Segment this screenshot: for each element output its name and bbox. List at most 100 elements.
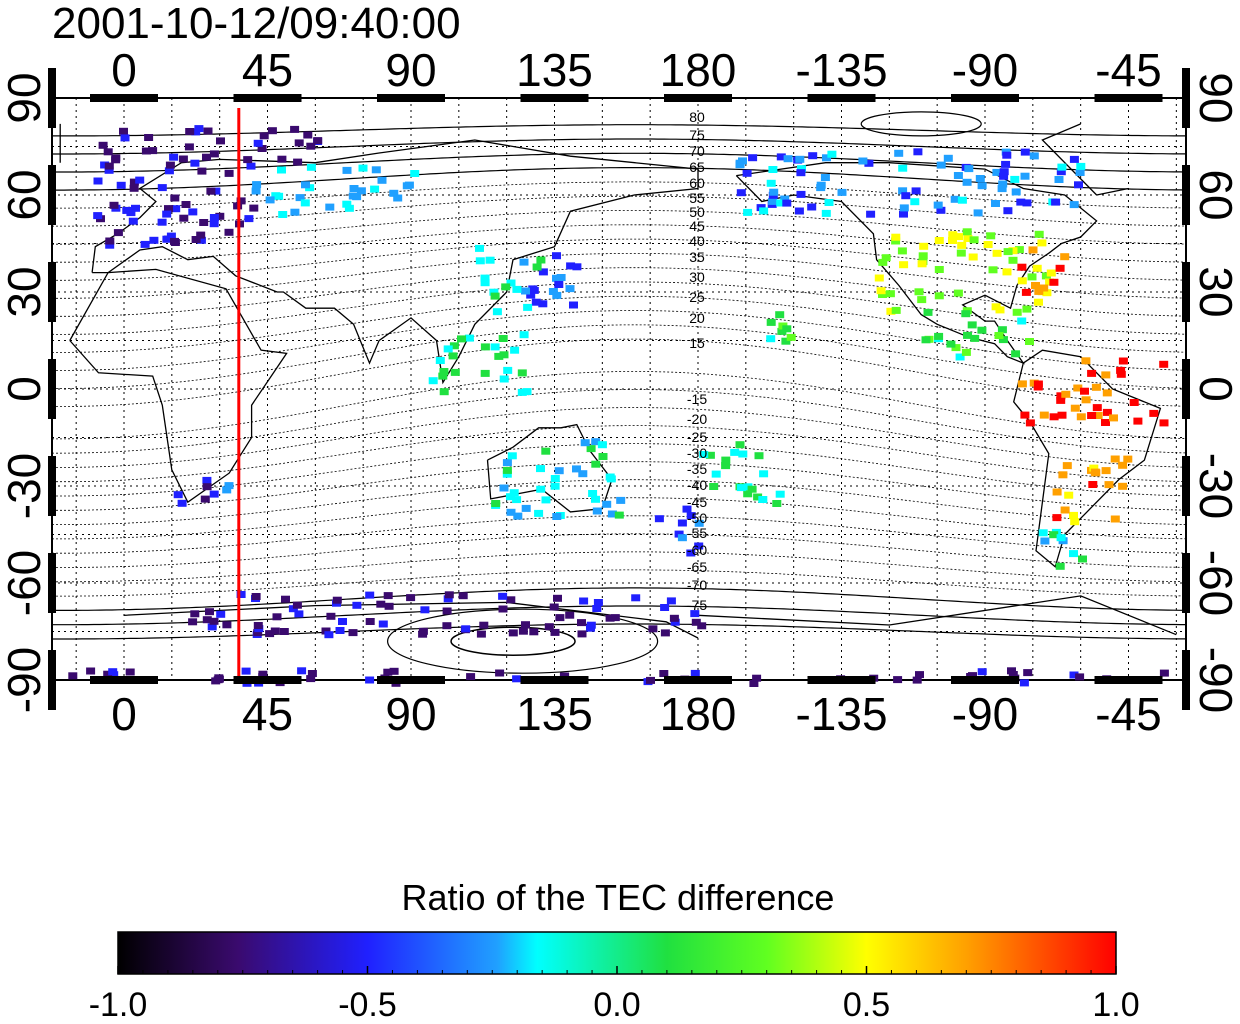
data-cell xyxy=(878,291,887,298)
data-cell xyxy=(736,484,746,492)
coastline xyxy=(735,162,1098,365)
data-cell xyxy=(631,594,641,602)
data-cell xyxy=(894,149,904,157)
data-cell xyxy=(236,591,246,598)
lat-tick-label-left: -30 xyxy=(0,453,50,519)
data-cell xyxy=(580,439,590,447)
data-cell xyxy=(699,451,709,458)
data-cell xyxy=(303,131,313,139)
axis-tick-bar xyxy=(48,650,56,710)
data-cell xyxy=(1109,414,1118,422)
data-cell xyxy=(910,198,920,206)
data-cell xyxy=(104,162,114,170)
lon-tick-label-bottom: -135 xyxy=(795,688,887,740)
data-cell xyxy=(999,168,1009,176)
data-cell xyxy=(682,505,692,513)
data-cell xyxy=(749,680,759,687)
data-cell xyxy=(202,153,211,161)
data-cell xyxy=(886,307,896,315)
data-cell xyxy=(1159,669,1169,677)
axis-tick-bar xyxy=(1094,676,1163,684)
data-cell xyxy=(135,176,145,184)
data-cell xyxy=(503,366,513,374)
data-cell xyxy=(578,470,588,478)
data-cell xyxy=(259,132,269,140)
data-cell xyxy=(969,236,979,244)
data-cell xyxy=(68,672,78,680)
data-cell xyxy=(301,181,310,189)
data-cell xyxy=(338,618,347,625)
data-cell xyxy=(216,610,226,618)
data-cell xyxy=(224,228,234,236)
data-cell xyxy=(389,667,399,675)
data-cell xyxy=(93,177,103,185)
data-cell xyxy=(1133,417,1143,425)
data-cell xyxy=(532,263,542,271)
data-cell xyxy=(498,335,508,342)
data-cell xyxy=(480,369,490,377)
data-cell xyxy=(1023,669,1033,677)
data-cell xyxy=(450,368,460,376)
data-cell xyxy=(103,670,113,678)
data-cell xyxy=(342,166,352,174)
data-cell xyxy=(529,628,539,636)
data-cell xyxy=(177,499,187,507)
data-cell xyxy=(1017,277,1027,285)
data-cell xyxy=(196,231,206,239)
lon-tick-label-top: -90 xyxy=(952,44,1018,96)
data-cell xyxy=(257,145,267,152)
data-cell xyxy=(777,327,787,335)
data-cell xyxy=(721,456,731,464)
data-cell xyxy=(251,593,261,600)
data-cell xyxy=(898,187,908,195)
data-cell xyxy=(598,453,608,460)
contour-label: -70 xyxy=(687,577,707,593)
data-cell xyxy=(955,353,965,361)
data-cell xyxy=(1032,264,1042,272)
contour-label: -65 xyxy=(687,559,707,575)
data-cell xyxy=(164,167,174,175)
data-cell xyxy=(1014,246,1024,254)
data-cell xyxy=(267,127,277,135)
data-cell xyxy=(476,630,486,638)
data-cell xyxy=(917,296,927,304)
data-cell xyxy=(579,597,589,605)
figure-title: 2001-10-12/09:40:00 xyxy=(52,0,461,48)
data-cell xyxy=(766,318,776,326)
axis-tick-bar xyxy=(1182,359,1190,419)
data-cell xyxy=(344,204,354,212)
data-cell xyxy=(294,139,304,147)
map-frame xyxy=(51,97,1187,681)
data-cell xyxy=(555,614,565,622)
data-cell xyxy=(265,196,275,204)
data-cell xyxy=(113,229,123,237)
data-cell xyxy=(510,346,520,354)
data-cell xyxy=(188,208,198,216)
data-cell xyxy=(1069,550,1078,558)
data-cell xyxy=(1022,199,1032,207)
data-cell xyxy=(178,155,188,163)
data-cell xyxy=(222,621,232,629)
data-cell xyxy=(116,181,126,189)
contour-line xyxy=(52,152,1187,173)
data-cell xyxy=(216,137,225,145)
data-cell xyxy=(797,165,806,173)
data-cell xyxy=(1075,673,1085,681)
data-cell xyxy=(378,620,388,628)
data-cell xyxy=(538,300,548,308)
lon-tick-label-top: 0 xyxy=(111,44,137,96)
data-cell xyxy=(103,148,113,156)
data-cell xyxy=(743,208,753,216)
data-cell xyxy=(1011,350,1021,358)
data-cell xyxy=(899,204,909,212)
data-cell xyxy=(1008,671,1018,678)
axis-tick-bar xyxy=(1182,165,1190,225)
data-cell xyxy=(881,254,891,262)
data-cell xyxy=(490,292,500,300)
data-cell xyxy=(690,669,700,677)
data-cell xyxy=(796,169,806,177)
axis-tick-bar xyxy=(807,94,876,102)
data-cell xyxy=(197,167,207,175)
data-cell xyxy=(934,332,944,340)
data-cell xyxy=(738,157,747,165)
